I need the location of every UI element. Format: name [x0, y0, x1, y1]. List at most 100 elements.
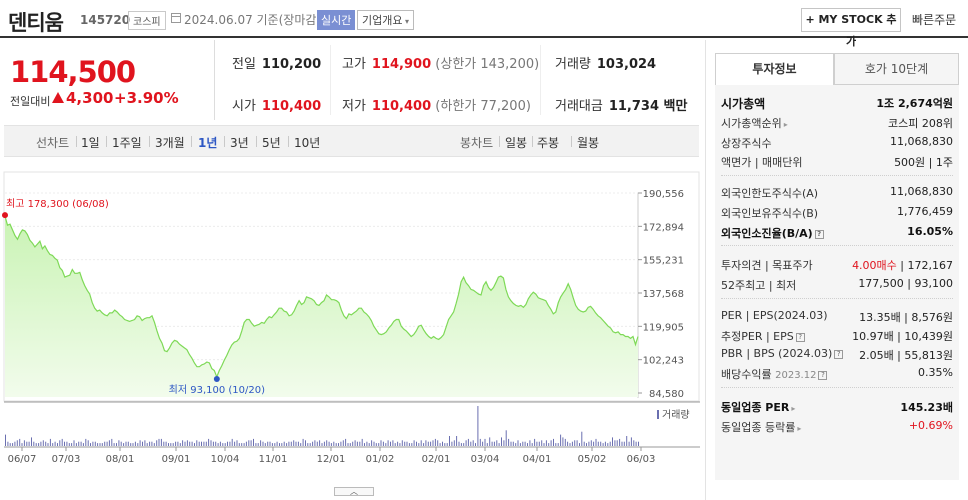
period-3m[interactable]: 3개월 [155, 136, 185, 150]
volume-bar [198, 441, 200, 446]
volume-bar [87, 440, 89, 446]
volume-bar [35, 443, 37, 446]
arrow-right-icon: ▸ [783, 120, 788, 129]
divider [288, 136, 289, 147]
volume-bar [286, 443, 288, 446]
volume-bar [524, 441, 526, 446]
x-tick-label: 01/02 [366, 454, 395, 465]
volume-bar [295, 441, 297, 446]
volume-bar [519, 443, 521, 446]
period-3y[interactable]: 3년 [230, 136, 249, 150]
volume-bar [451, 441, 453, 446]
volume-bar [633, 440, 635, 446]
volume-bar [486, 443, 488, 446]
volume-bar [416, 441, 417, 446]
volume-bar [9, 443, 11, 446]
volume-bar [534, 438, 536, 446]
volume-bar [224, 443, 226, 446]
period-5y[interactable]: 5년 [262, 136, 281, 150]
volume-bar [158, 438, 160, 446]
volume-bar [600, 441, 602, 446]
volume-bar [517, 440, 519, 446]
realtime-button[interactable]: 실시간 [317, 10, 356, 30]
volume-bar [279, 443, 280, 446]
period-1w[interactable]: 1주일 [112, 136, 142, 150]
volume-bar [612, 437, 613, 446]
x-tick-label: 03/04 [471, 454, 500, 465]
volume-bar [569, 443, 571, 446]
base-date: 2024.06.07 기준(장마감) [184, 13, 322, 27]
volume-bar [212, 441, 214, 446]
volume-bar [116, 443, 117, 446]
divider [149, 136, 150, 147]
candle-daily[interactable]: 일봉 [505, 136, 528, 150]
volume-bar [182, 440, 184, 446]
volume-bar [555, 443, 557, 446]
company-overview-dropdown[interactable]: 기업개요 [357, 10, 415, 30]
price-chart[interactable]: 190,556 172,894 155,231 137,568 119,905 102,2… [0, 170, 700, 488]
tab-orderbook[interactable]: 호가 10단계 [834, 53, 959, 85]
volume-bar [430, 441, 432, 446]
volume-bar [90, 443, 91, 446]
volume-bar [175, 441, 177, 446]
tab-invest-info[interactable]: 투자정보 [715, 53, 834, 85]
volume-bar [127, 441, 129, 446]
volume-bar [501, 437, 502, 446]
volume-bar [33, 441, 35, 446]
candle-weekly[interactable]: 주봉 [537, 136, 560, 150]
volume-bar [432, 440, 434, 446]
volume-bar [522, 441, 524, 446]
volume-bar [80, 441, 82, 446]
volume-bar [489, 437, 491, 446]
add-mystock-button[interactable]: + MY STOCK 추가 [801, 8, 901, 48]
volume-bar [156, 440, 158, 446]
volume-bar [335, 443, 337, 446]
collapse-chart-button[interactable]: ︿ [334, 487, 374, 496]
x-tick-label: 05/02 [578, 454, 607, 465]
period-1d[interactable]: 1일 [81, 136, 100, 150]
volume-bar [92, 441, 94, 446]
diff-label: 전일대비 [10, 95, 51, 108]
volume-bar [288, 441, 290, 446]
divider [191, 136, 192, 147]
candle-monthly[interactable]: 월봉 [577, 136, 600, 150]
foreign-limit-row: 외국인한도주식수(A) 11,068,830 [721, 185, 953, 200]
volume-bar [482, 441, 484, 446]
mkt-rank-row: 시가총액순위 ▸ 코스피 208위 [721, 117, 953, 130]
volume-bar [512, 441, 514, 446]
quick-order-button[interactable]: 빠른주문 [912, 13, 957, 27]
volume-bar [217, 443, 219, 446]
volume-bar [12, 443, 14, 446]
volume-bar [61, 438, 63, 446]
volume-bar [16, 440, 18, 446]
help-icon[interactable]: ? [814, 229, 824, 239]
help-icon[interactable]: ? [818, 370, 828, 380]
help-icon[interactable]: ? [834, 349, 844, 359]
divider [721, 387, 953, 388]
divider [499, 136, 500, 147]
volume-bar [54, 441, 56, 446]
volume-bar [269, 441, 271, 446]
volume-bar [300, 443, 302, 446]
x-tick-label: 02/01 [422, 454, 451, 465]
low-label: 최저 93,100 (10/20) [169, 384, 265, 396]
sector-per-row: 동일업종 PER ▸ 145.23배 [721, 401, 953, 414]
divider [721, 245, 953, 246]
volume-bar [64, 441, 65, 446]
period-1y[interactable]: 1년 [198, 136, 218, 150]
sector-chg-row: 동일업종 등락률 ▸ +0.69% [721, 419, 953, 434]
volume-bar [508, 438, 510, 446]
volume-bar [545, 440, 547, 446]
help-icon[interactable]: ? [795, 332, 805, 342]
volume-bar [456, 436, 458, 446]
period-10y[interactable]: 10년 [294, 136, 321, 150]
invest-info-box: 시가총액 1조 2,674억원 시가총액순위 ▸ 코스피 208위 상장주식수 11,0… [715, 85, 959, 480]
volume-bar [319, 440, 321, 446]
volume-bar [425, 440, 427, 446]
volume-bar [635, 441, 637, 446]
volume-bar [165, 441, 167, 446]
volume-bar [349, 443, 351, 446]
face-row: 액면가 | 매매단위 500원 | 1주 [721, 156, 953, 169]
y-tick-label: 84,580 [649, 389, 684, 400]
